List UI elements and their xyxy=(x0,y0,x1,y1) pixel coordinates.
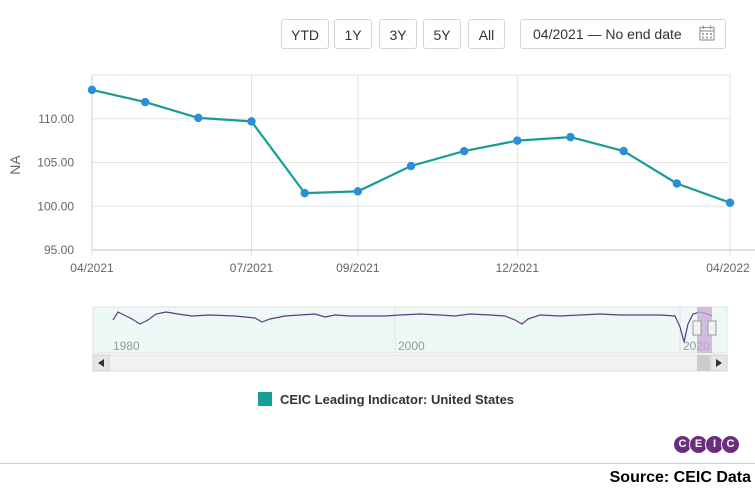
series-line xyxy=(91,88,731,204)
navigator-handle-left[interactable] xyxy=(692,320,702,336)
line-chart: 95.00 100.00 105.00 110.00 04/2021 07/2021 09/… xyxy=(7,74,755,275)
range-1y-button[interactable]: 1Y xyxy=(334,19,372,49)
x-tick-label: 07/2021 xyxy=(230,261,274,275)
data-point[interactable] xyxy=(619,146,628,156)
y-tick-label: 110.00 xyxy=(38,112,74,126)
calendar-icon[interactable] xyxy=(699,25,715,41)
navigator-scrollbar[interactable] xyxy=(92,354,728,372)
date-range-picker[interactable]: 04/2021 — No end date xyxy=(520,19,726,49)
data-point[interactable] xyxy=(513,136,522,145)
range-ytd-button[interactable]: YTD xyxy=(281,19,329,49)
scrollbar-thumb[interactable] xyxy=(697,355,710,371)
data-point[interactable] xyxy=(406,161,416,171)
legend-swatch xyxy=(258,392,272,406)
data-point[interactable] xyxy=(459,146,469,156)
footer-divider xyxy=(0,463,755,464)
navigator[interactable]: 1980 2000 2020 xyxy=(0,302,755,372)
navigator-selection[interactable] xyxy=(697,307,712,353)
navigator-series-line xyxy=(112,311,713,343)
range-5y-button[interactable]: 5Y xyxy=(423,19,461,49)
data-point[interactable] xyxy=(672,179,682,188)
date-range-text: 04/2021 — No end date xyxy=(533,26,682,42)
legend-label: CEIC Leading Indicator: United States xyxy=(280,391,515,407)
y-tick-label: 95.00 xyxy=(44,243,74,257)
y-tick-label: 100.00 xyxy=(37,199,74,213)
y-axis-label: NA xyxy=(7,155,23,175)
arrow-left-icon xyxy=(98,359,104,367)
x-tick-label: 04/2021 xyxy=(70,261,114,275)
x-tick-label: 09/2021 xyxy=(336,261,380,275)
navigator-label-2000: 2000 xyxy=(398,339,425,353)
navigator-handle-right[interactable] xyxy=(707,320,717,336)
logo-letter: C xyxy=(721,435,740,454)
range-3y-button[interactable]: 3Y xyxy=(379,19,417,49)
data-point[interactable] xyxy=(87,85,97,95)
range-all-button[interactable]: All xyxy=(468,19,505,49)
source-text: Source: CEIC Data xyxy=(609,469,751,486)
data-point[interactable] xyxy=(353,187,363,196)
data-point[interactable] xyxy=(300,188,309,198)
logo-letter: I xyxy=(705,435,724,454)
navigator-label-1980: 1980 xyxy=(113,339,140,353)
data-point[interactable] xyxy=(194,113,203,123)
chart-legend[interactable]: CEIC Leading Indicator: United States xyxy=(258,390,514,408)
y-tick-label: 105.00 xyxy=(37,156,74,170)
x-tick-label: 04/2022 xyxy=(706,261,750,275)
data-point[interactable] xyxy=(725,198,735,207)
data-point[interactable] xyxy=(140,97,150,107)
arrow-right-icon xyxy=(716,359,722,367)
data-point[interactable] xyxy=(566,132,575,142)
ceic-logo: C E I C xyxy=(673,435,740,454)
data-point[interactable] xyxy=(247,117,256,126)
x-tick-label: 12/2021 xyxy=(496,261,540,275)
